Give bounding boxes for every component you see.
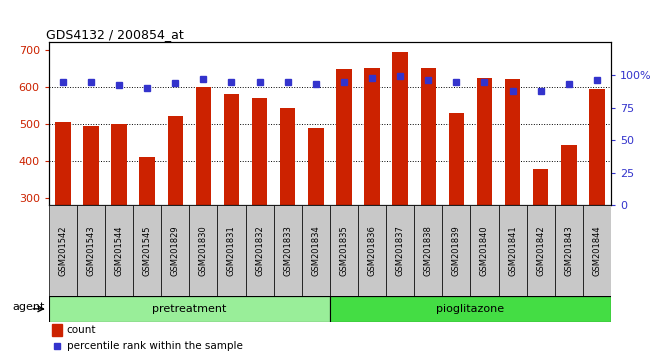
- Text: pretreatment: pretreatment: [152, 304, 226, 314]
- Bar: [442, 205, 471, 296]
- Text: GSM201837: GSM201837: [396, 225, 405, 276]
- Text: GSM201542: GSM201542: [58, 225, 68, 276]
- Text: GSM201829: GSM201829: [171, 225, 180, 276]
- Text: GSM201833: GSM201833: [283, 225, 292, 276]
- Text: GSM201830: GSM201830: [199, 225, 208, 276]
- Text: GDS4132 / 200854_at: GDS4132 / 200854_at: [46, 28, 184, 41]
- Bar: [364, 68, 380, 205]
- Bar: [471, 205, 499, 296]
- Bar: [83, 126, 99, 205]
- Bar: [358, 205, 386, 296]
- Bar: [308, 127, 324, 205]
- Bar: [476, 78, 492, 205]
- Text: count: count: [67, 325, 96, 336]
- Bar: [330, 205, 358, 296]
- Text: GSM201543: GSM201543: [86, 225, 96, 276]
- Bar: [139, 157, 155, 205]
- Bar: [414, 205, 442, 296]
- Bar: [51, 324, 62, 336]
- Text: GSM201835: GSM201835: [339, 225, 348, 276]
- Text: pioglitazone: pioglitazone: [436, 304, 504, 314]
- Bar: [280, 108, 296, 205]
- Bar: [49, 205, 77, 296]
- Text: GSM201832: GSM201832: [255, 225, 264, 276]
- Text: GSM201844: GSM201844: [592, 225, 601, 276]
- Bar: [161, 205, 189, 296]
- Text: GSM201842: GSM201842: [536, 225, 545, 276]
- Bar: [252, 98, 267, 205]
- Bar: [189, 205, 217, 296]
- Bar: [217, 205, 246, 296]
- Bar: [386, 205, 414, 296]
- Bar: [111, 124, 127, 205]
- Bar: [133, 205, 161, 296]
- Bar: [393, 52, 408, 205]
- Bar: [554, 205, 583, 296]
- Bar: [224, 93, 239, 205]
- Text: GSM201843: GSM201843: [564, 225, 573, 276]
- Bar: [196, 87, 211, 205]
- Bar: [561, 145, 577, 205]
- Bar: [55, 122, 71, 205]
- Bar: [421, 68, 436, 205]
- Text: GSM201840: GSM201840: [480, 225, 489, 276]
- Bar: [302, 205, 330, 296]
- Text: GSM201836: GSM201836: [367, 225, 376, 276]
- Text: GSM201544: GSM201544: [114, 225, 124, 276]
- Bar: [336, 69, 352, 205]
- Bar: [246, 205, 274, 296]
- Bar: [274, 205, 302, 296]
- Text: GSM201839: GSM201839: [452, 225, 461, 276]
- Text: GSM201831: GSM201831: [227, 225, 236, 276]
- Bar: [583, 205, 611, 296]
- Text: GSM201545: GSM201545: [142, 225, 151, 276]
- Text: agent: agent: [12, 302, 45, 312]
- Bar: [448, 113, 464, 205]
- Bar: [589, 90, 604, 205]
- Bar: [533, 169, 549, 205]
- Bar: [330, 296, 611, 322]
- Bar: [505, 80, 521, 205]
- Bar: [168, 116, 183, 205]
- Bar: [526, 205, 554, 296]
- Text: GSM201841: GSM201841: [508, 225, 517, 276]
- Bar: [105, 205, 133, 296]
- Bar: [49, 296, 330, 322]
- Bar: [77, 205, 105, 296]
- Bar: [499, 205, 526, 296]
- Text: percentile rank within the sample: percentile rank within the sample: [67, 341, 242, 351]
- Text: GSM201834: GSM201834: [311, 225, 320, 276]
- Text: GSM201838: GSM201838: [424, 225, 433, 276]
